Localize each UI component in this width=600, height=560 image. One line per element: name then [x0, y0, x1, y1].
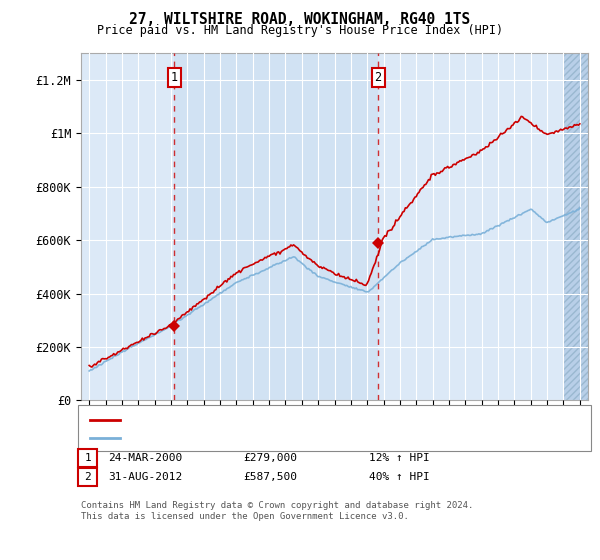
- Text: 1: 1: [170, 71, 178, 84]
- Bar: [563, 53, 588, 400]
- Text: Contains HM Land Registry data © Crown copyright and database right 2024.
This d: Contains HM Land Registry data © Crown c…: [81, 501, 473, 521]
- Text: 12% ↑ HPI: 12% ↑ HPI: [369, 453, 430, 463]
- Text: 27, WILTSHIRE ROAD, WOKINGHAM, RG40 1TS: 27, WILTSHIRE ROAD, WOKINGHAM, RG40 1TS: [130, 12, 470, 27]
- Text: 40% ↑ HPI: 40% ↑ HPI: [369, 472, 430, 482]
- Text: £587,500: £587,500: [243, 472, 297, 482]
- Text: 2: 2: [84, 472, 91, 482]
- Text: Price paid vs. HM Land Registry's House Price Index (HPI): Price paid vs. HM Land Registry's House …: [97, 24, 503, 37]
- Text: 27, WILTSHIRE ROAD, WOKINGHAM, RG40 1TS (detached house): 27, WILTSHIRE ROAD, WOKINGHAM, RG40 1TS …: [126, 415, 462, 425]
- Text: 2: 2: [374, 71, 382, 84]
- Text: 1: 1: [84, 453, 91, 463]
- Bar: [174, 53, 378, 400]
- Text: HPI: Average price, detached house, Wokingham: HPI: Average price, detached house, Woki…: [126, 433, 396, 444]
- Text: £279,000: £279,000: [243, 453, 297, 463]
- Text: 24-MAR-2000: 24-MAR-2000: [108, 453, 182, 463]
- Text: 31-AUG-2012: 31-AUG-2012: [108, 472, 182, 482]
